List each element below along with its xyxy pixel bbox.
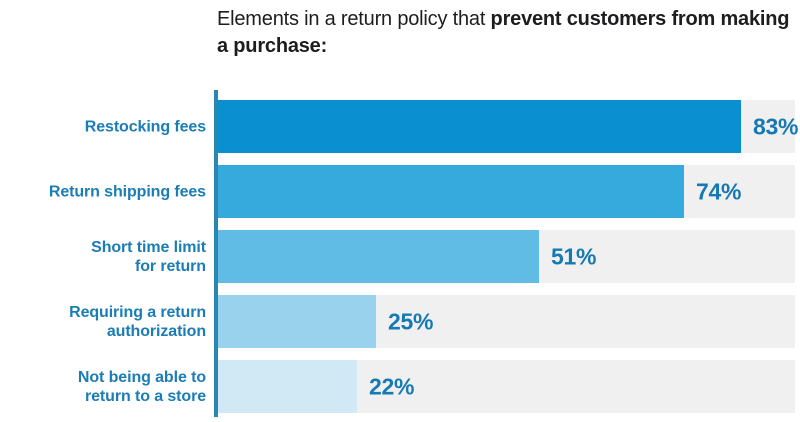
- bar-track: 74%: [218, 165, 795, 218]
- bar: [218, 295, 376, 348]
- value-label: 83%: [753, 113, 799, 139]
- value-label: 74%: [696, 178, 742, 204]
- bar: [218, 165, 684, 218]
- bar-track: 51%: [218, 230, 795, 283]
- category-label: Restocking fees: [84, 118, 206, 135]
- value-label: 51%: [551, 243, 597, 269]
- value-label: 25%: [388, 308, 434, 334]
- bar-track: 25%: [218, 295, 795, 348]
- category-label: Short time limit for return: [91, 238, 206, 275]
- bar-row: Restocking fees 83%: [0, 100, 800, 153]
- bar-row: Short time limit for return 51%: [0, 230, 800, 283]
- category-label: Not being able to return to a store: [77, 368, 206, 405]
- chart-title: Elements in a return policy that prevent…: [217, 6, 795, 60]
- category-label: Return shipping fees: [48, 183, 206, 200]
- category-label: Requiring a return authorization: [69, 303, 206, 340]
- chart-title-bold: prevent customers from making a purchase…: [217, 8, 790, 57]
- bar-row: Return shipping fees 74%: [0, 165, 800, 218]
- bar-row: Requiring a return authorization 25%: [0, 295, 800, 348]
- value-label: 22%: [369, 373, 415, 399]
- bar-track: 83%: [218, 100, 799, 153]
- bar-track: 22%: [218, 360, 795, 413]
- bar: [218, 100, 741, 153]
- chart-title-regular: Elements in a return policy that: [217, 8, 491, 30]
- bar: [218, 360, 357, 413]
- bar-row: Not being able to return to a store 22%: [0, 360, 800, 413]
- bar: [218, 230, 539, 283]
- y-axis-line: [214, 90, 218, 417]
